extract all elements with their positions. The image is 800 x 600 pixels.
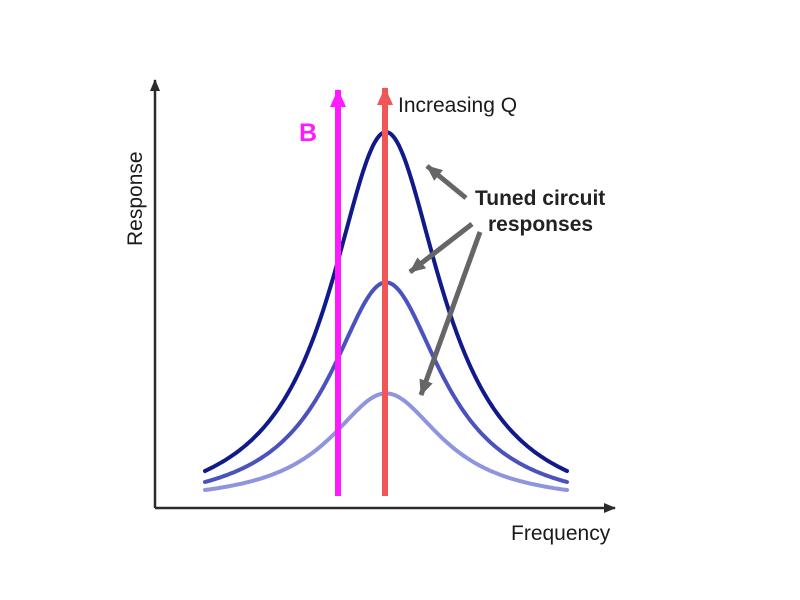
y-axis-label: Response: [124, 151, 147, 246]
tuned-circuit-label-line2: responses: [488, 213, 593, 236]
pointer-arrow-low: [418, 231, 483, 396]
tuned-circuit-label-line1: Tuned circuit: [475, 187, 605, 210]
pointer-arrow-medium: [408, 222, 474, 274]
bandwidth-label: B: [299, 119, 317, 147]
increasing-q-label: Increasing Q: [398, 94, 517, 117]
x-axis-label: Frequency: [511, 522, 611, 545]
pointer-arrow-high: [425, 164, 468, 200]
